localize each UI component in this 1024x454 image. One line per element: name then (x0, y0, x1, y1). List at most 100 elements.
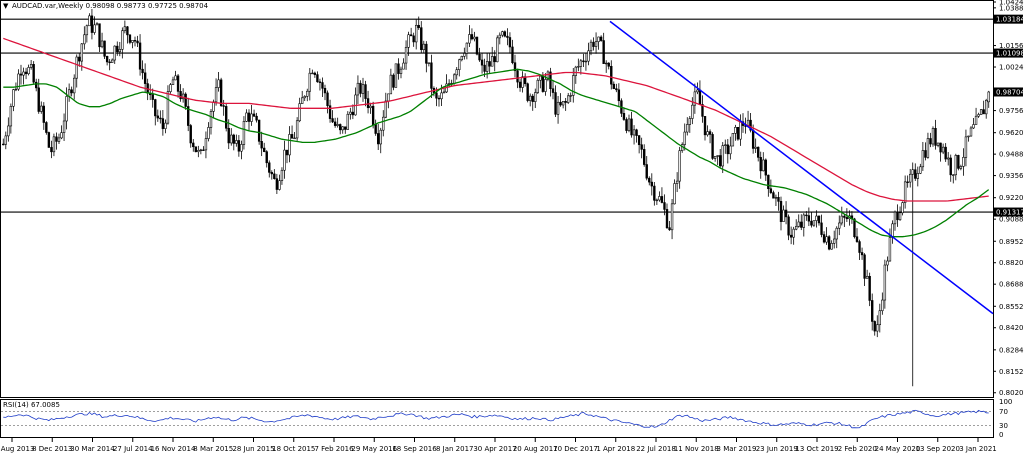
candle-body (863, 254, 866, 279)
candle-body (820, 222, 823, 235)
candle-body (2, 143, 5, 146)
candle-body (516, 70, 519, 83)
candle-body (24, 71, 28, 75)
candle-body (73, 77, 76, 94)
candle-body (797, 221, 800, 227)
candle-body (812, 220, 816, 226)
candle-body (546, 71, 550, 80)
candle-body (298, 103, 301, 122)
candle-body (493, 56, 496, 63)
time-tick-label: 18 Oct 2015 (272, 445, 315, 453)
candle-body (643, 149, 646, 165)
candle-body (108, 61, 111, 64)
candle-body (131, 40, 134, 43)
candle-body (217, 79, 220, 88)
candle-body (645, 164, 648, 179)
candle-body (521, 76, 524, 88)
candle-body (359, 82, 362, 94)
rsi-line (3, 409, 989, 429)
candle-body (430, 62, 433, 89)
candle-body (734, 126, 737, 134)
candle-body (80, 43, 83, 62)
candle-body (949, 157, 952, 176)
candle-body (729, 145, 732, 155)
candle-body (822, 234, 826, 243)
moving-averages (3, 37, 990, 238)
candle-body (843, 215, 846, 218)
candle-body (379, 129, 382, 145)
candle-body (627, 118, 631, 131)
candle-body (189, 125, 192, 144)
level-label-box (994, 14, 1023, 24)
candle-body (288, 134, 291, 156)
candle-body (952, 174, 955, 176)
candle-body (483, 64, 486, 72)
candle-body (154, 99, 157, 117)
candle-body (468, 34, 471, 44)
trendline-group (609, 20, 994, 315)
candle-body (356, 82, 360, 96)
candle-body (123, 26, 127, 32)
candle-body (561, 100, 565, 106)
candle-body (506, 35, 509, 38)
candle-body (789, 234, 793, 238)
candle-body (594, 41, 598, 47)
candle-body (333, 121, 337, 126)
level-label-box (994, 48, 1023, 58)
candle-body (534, 92, 537, 102)
candle-body (14, 88, 18, 91)
candle-body (853, 218, 856, 238)
candle-body (838, 222, 841, 229)
rsi-plot-frame (0, 399, 994, 438)
candle-body (4, 135, 7, 145)
candle-body (227, 127, 230, 144)
candle-body (402, 62, 405, 70)
candle-body (779, 201, 783, 222)
candle-body (663, 202, 666, 210)
time-tick-label: 16 Nov 2014 (151, 445, 196, 453)
candle-body (136, 40, 139, 44)
candle-body (222, 105, 225, 107)
candle-body (321, 82, 324, 89)
candle-body (630, 118, 633, 136)
candle-body (225, 106, 228, 129)
time-tick-label: 23 Jun 2019 (756, 445, 798, 453)
candle-body (498, 34, 501, 39)
candle-body (83, 34, 86, 45)
candle-body (328, 105, 332, 119)
candle-body (295, 120, 299, 139)
candle-body (878, 310, 881, 326)
candle-body (774, 196, 778, 199)
candle-body (967, 135, 970, 138)
level-label: 1.01098 (996, 50, 1024, 58)
candle-body (361, 84, 365, 94)
rsi-tick-label: 70 (999, 408, 1008, 416)
candle-body (574, 66, 577, 76)
candle-body (683, 131, 686, 145)
candle-body (962, 157, 965, 167)
candle-body (873, 321, 876, 332)
candle-body (886, 260, 889, 266)
candle-body (777, 196, 780, 202)
candle-body (407, 34, 410, 48)
candle-body (769, 188, 773, 193)
candle-body (871, 300, 874, 322)
candle-body (805, 214, 808, 217)
price-tick-label: 1.04240 (999, 0, 1024, 7)
time-tick-label: 8 Mar 2015 (193, 445, 233, 453)
candle-body (440, 92, 443, 100)
candle-body (425, 43, 428, 64)
candle-body (526, 83, 529, 101)
candle-body (640, 144, 643, 150)
candle-body (35, 81, 38, 89)
candle-body (242, 121, 246, 145)
candle-body (501, 31, 504, 36)
header-arrow-icon[interactable]: ▼ (3, 2, 9, 10)
candle-body (698, 89, 702, 105)
